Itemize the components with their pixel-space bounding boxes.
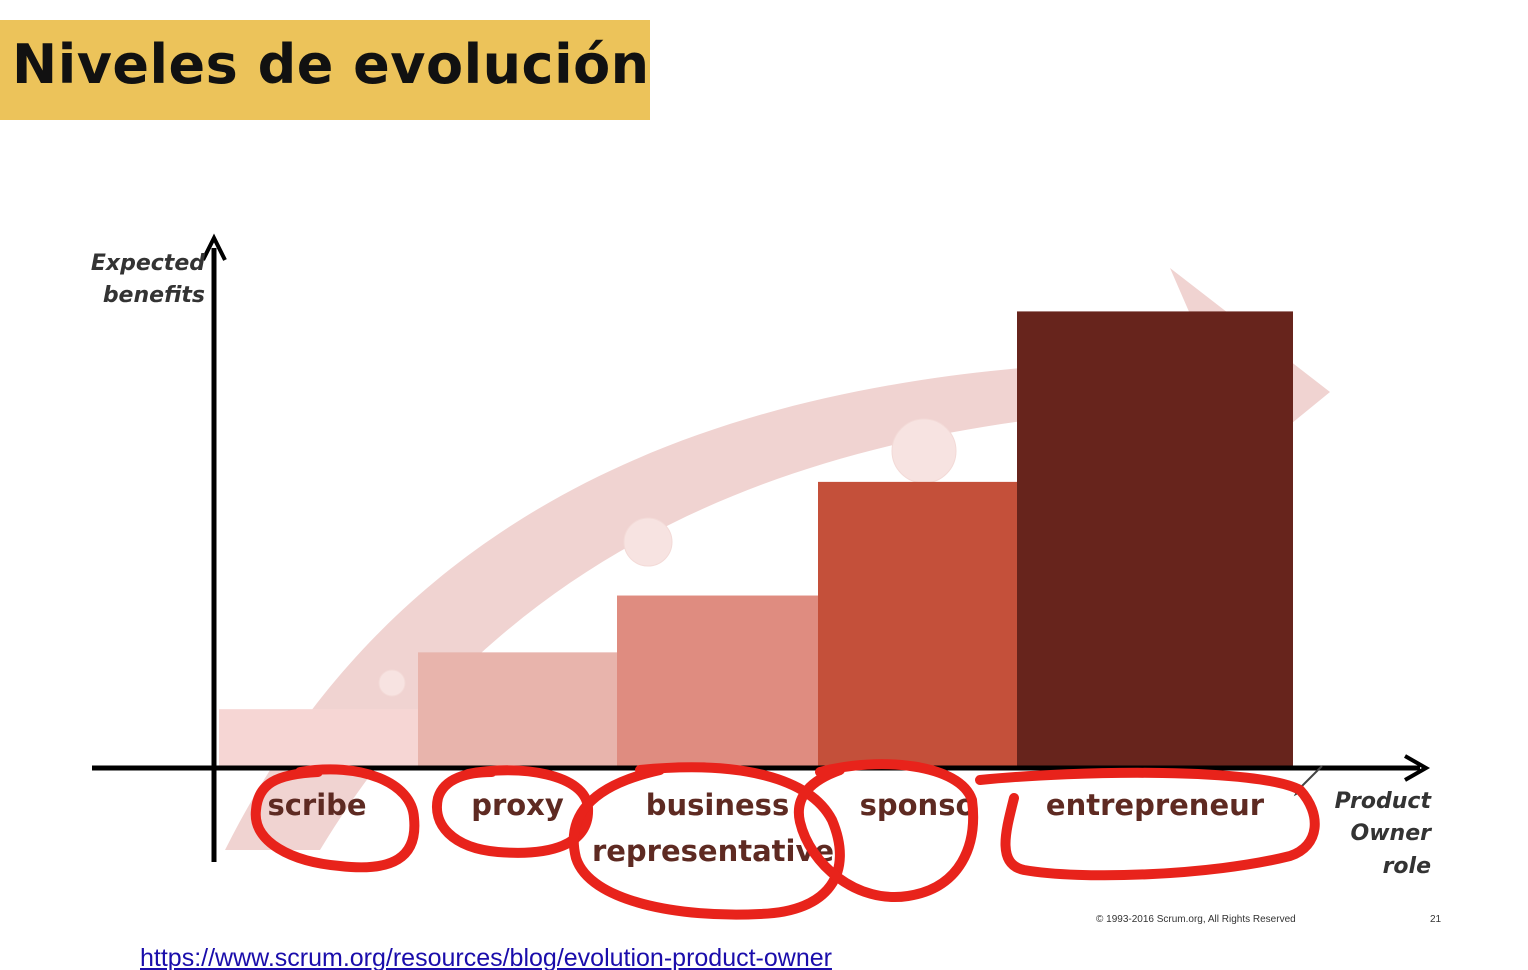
source-link[interactable]: https://www.scrum.org/resources/blog/evo… bbox=[140, 944, 832, 970]
bar-sponsor bbox=[818, 481, 1017, 766]
y-axis-arrowhead bbox=[201, 233, 227, 261]
evolution-chart: Expected benefits Product Owner role scr… bbox=[91, 233, 1442, 925]
category-label-business-representative-line-1: business bbox=[646, 788, 789, 822]
x-label-line-3: role bbox=[1383, 854, 1432, 879]
arrow-dot-3 bbox=[891, 418, 957, 484]
x-axis-arrowhead bbox=[1404, 754, 1431, 782]
arrow-dot-1 bbox=[378, 669, 406, 697]
category-label-sponsor: sponso bbox=[860, 788, 976, 822]
category-label-business-representative-line-2: representative bbox=[592, 834, 834, 868]
category-labels: scribe proxy business representative sponso e… bbox=[267, 788, 1264, 868]
x-label-line-1: Product bbox=[1335, 789, 1433, 814]
bar-business-representative bbox=[617, 595, 818, 766]
annotation-circle-entrepreneur bbox=[975, 767, 1320, 881]
annotation-circle-business bbox=[568, 762, 845, 920]
slide-number: 21 bbox=[1430, 914, 1442, 925]
category-label-scribe: scribe bbox=[267, 788, 366, 822]
annotation-circle-scribe bbox=[250, 764, 420, 873]
category-label-entrepreneur: entrepreneur bbox=[1046, 788, 1265, 822]
bar-scribe bbox=[219, 709, 418, 766]
bar-entrepreneur bbox=[1017, 311, 1293, 766]
y-axis-label: Expected benefits bbox=[91, 251, 205, 308]
bars-group bbox=[219, 311, 1293, 766]
arrow-dot-2 bbox=[623, 517, 673, 567]
copyright-notice: © 1993-2016 Scrum.org, All Rights Reserv… bbox=[1096, 914, 1296, 925]
y-label-line-2: benefits bbox=[103, 283, 205, 308]
annotation-circle-sponsor bbox=[793, 759, 979, 903]
y-label-line-1: Expected bbox=[91, 251, 205, 276]
category-label-proxy: proxy bbox=[471, 788, 564, 822]
annotation-circle-proxy bbox=[432, 765, 594, 858]
hand-drawn-annotations bbox=[250, 759, 1320, 920]
bar-proxy bbox=[418, 652, 617, 766]
x-label-line-2: Owner bbox=[1351, 821, 1433, 846]
slide-title: Niveles de evolución bbox=[12, 33, 650, 96]
x-axis-label: Product Owner role bbox=[1335, 789, 1433, 879]
title-band bbox=[0, 20, 650, 120]
